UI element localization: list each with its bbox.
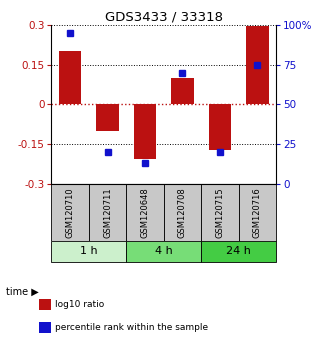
Text: GSM120648: GSM120648 xyxy=(141,187,150,238)
Text: GSM120711: GSM120711 xyxy=(103,187,112,238)
Bar xyxy=(201,184,239,241)
Bar xyxy=(209,104,231,149)
Text: 1 h: 1 h xyxy=(80,246,98,256)
Text: percentile rank within the sample: percentile rank within the sample xyxy=(55,323,208,332)
Bar xyxy=(51,184,89,241)
Bar xyxy=(51,241,126,262)
Text: GSM120708: GSM120708 xyxy=(178,187,187,238)
Text: log10 ratio: log10 ratio xyxy=(55,300,104,309)
Bar xyxy=(164,184,201,241)
Bar xyxy=(89,184,126,241)
Text: GSM120716: GSM120716 xyxy=(253,187,262,238)
Bar xyxy=(246,26,269,104)
Bar xyxy=(239,184,276,241)
Bar xyxy=(126,184,164,241)
Title: GDS3433 / 33318: GDS3433 / 33318 xyxy=(105,11,223,24)
Text: 4 h: 4 h xyxy=(155,246,173,256)
Bar xyxy=(134,104,156,159)
Bar xyxy=(126,241,201,262)
Text: time ▶: time ▶ xyxy=(6,287,39,297)
Text: 24 h: 24 h xyxy=(226,246,251,256)
Text: GSM120715: GSM120715 xyxy=(215,187,224,238)
Bar xyxy=(201,241,276,262)
Bar xyxy=(171,78,194,104)
Text: GSM120710: GSM120710 xyxy=(65,187,74,238)
Bar xyxy=(96,104,119,131)
Bar xyxy=(59,51,81,104)
